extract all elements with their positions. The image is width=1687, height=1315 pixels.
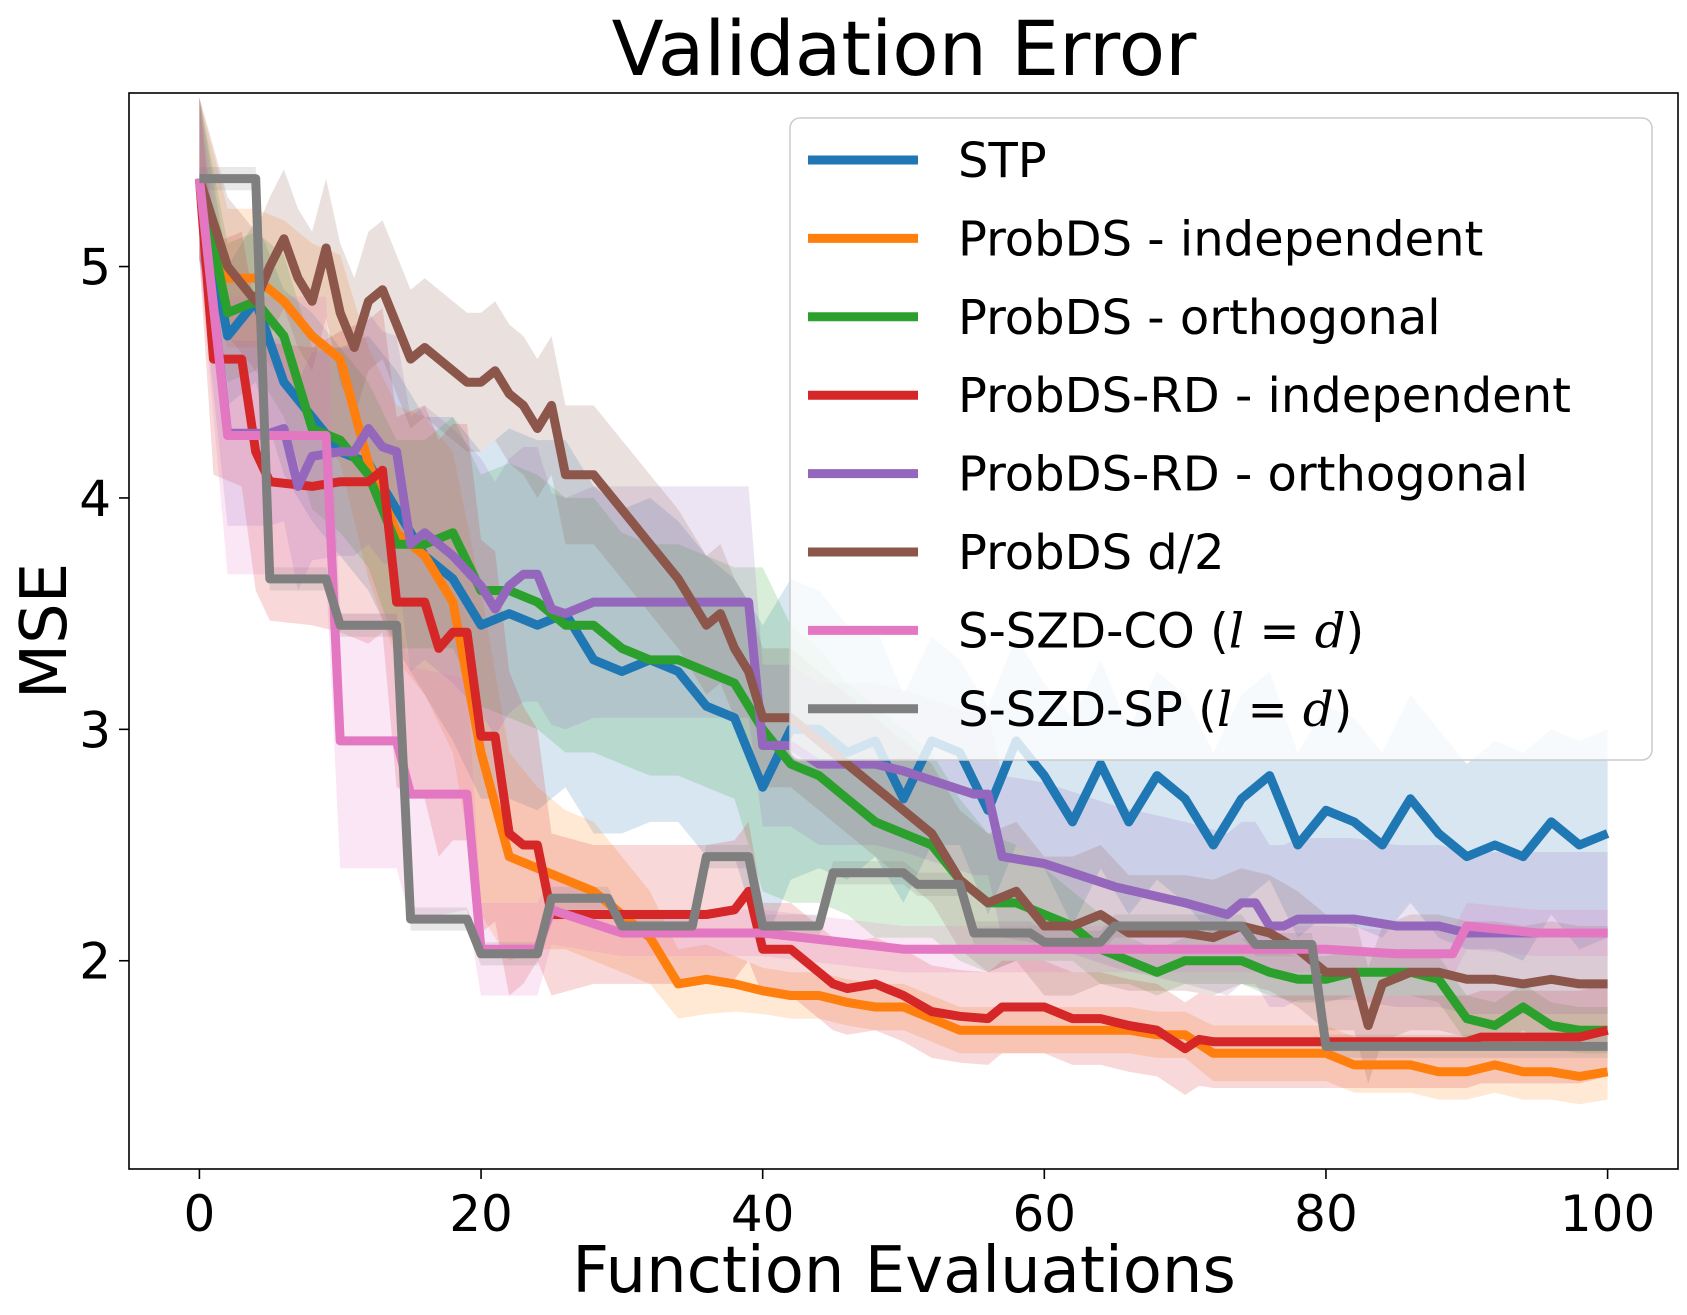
legend-label-s-szd-co-l-d: S-SZD-CO (l = d) [958,603,1364,659]
s-szd-sp-l-d-line [199,174,1608,1051]
probds-independent-band [199,97,1608,1105]
legend: STP ProbDS - independent ProbDS - orthogon… [789,117,1653,761]
x-tick-label: 100 [1560,1185,1655,1243]
legend-label-probds-rd-orthogonal: ProbDS-RD - orthogonal [958,447,1528,503]
legend-frame [789,117,1653,761]
legend-label-probds-d-2: ProbDS d/2 [958,525,1224,581]
probds-independent-line [195,177,1609,1081]
series-lines [194,174,1610,1081]
legend-label-stp: STP [958,133,1047,189]
probds-rd-independent-band [199,97,1608,1096]
x-tick-label: 0 [184,1185,216,1243]
probds-d-2-line [195,177,1608,1030]
legend-label-s-szd-sp-l-d: S-SZD-SP (l = d) [958,682,1352,738]
s-szd-co-l-d-band [199,97,1608,996]
probds-rd-orthogonal-line [194,178,1608,938]
y-axis-label: MSE [8,563,82,699]
x-axis-label: Function Evaluations [572,1234,1236,1308]
x-tick-label: 40 [731,1185,795,1243]
probds-rd-independent-line [194,178,1609,1054]
s-szd-sp-l-d-band [199,167,1608,1058]
y-axis-ticks: 2 3 4 5 [79,239,129,991]
x-axis-ticks: 0 20 40 60 80 100 [184,1169,1655,1243]
plot-frame [128,92,1679,1170]
x-tick-label: 80 [1294,1185,1358,1243]
legend-label-probds-orthogonal: ProbDS - orthogonal [958,290,1441,346]
y-tick-label: 3 [79,701,111,759]
probds-orthogonal-band [199,97,1608,1054]
y-tick-label: 2 [79,933,111,991]
y-tick-label: 4 [79,470,111,528]
y-tick-label: 5 [79,239,111,297]
s-szd-co-l-d-line [194,178,1608,959]
legend-label-probds-rd-independent: ProbDS-RD - independent [958,368,1571,424]
x-tick-label: 20 [449,1185,513,1243]
legend-label-probds-independent: ProbDS - independent [958,211,1483,267]
probds-d-2-band [199,97,1608,1084]
chart-title: Validation Error [612,4,1197,93]
x-tick-label: 60 [1013,1185,1077,1243]
